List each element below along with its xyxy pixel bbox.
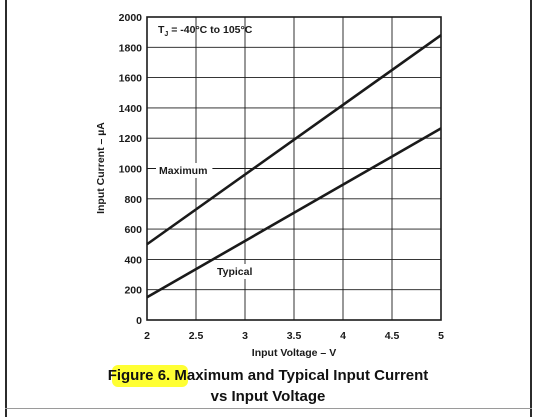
figure-title: Maximum and Typical Input Current xyxy=(170,367,429,384)
temperature-condition-label: TJ = -40°C to 105°C xyxy=(158,24,253,38)
series-label-bg-maximum xyxy=(156,163,213,178)
y-tick-label: 1800 xyxy=(119,42,143,54)
x-tick-label: 2.5 xyxy=(189,330,204,342)
y-tick-label: 1400 xyxy=(119,103,143,115)
page-border-bottom xyxy=(5,408,532,409)
series-label-typical: Typical xyxy=(217,266,252,278)
chart-ticks: 2 2.5 3 3.5 4 4.5 5 0 200 400 600 800 1000 1200 1400 16… xyxy=(119,12,444,342)
y-axis-label: Input Current – µA xyxy=(95,122,107,214)
series-line-typical xyxy=(146,127,442,299)
y-tick-label: 2000 xyxy=(119,12,143,24)
y-tick-label: 800 xyxy=(124,194,142,206)
y-tick-label: 400 xyxy=(124,254,142,266)
caption-highlight xyxy=(112,365,188,387)
y-tick-label: 1000 xyxy=(119,164,143,176)
y-tick-label: 0 xyxy=(136,315,142,327)
figure-caption-line1: Figure 6. Maximum and Typical Input Curr… xyxy=(0,367,536,384)
x-tick-label: 4.5 xyxy=(385,330,400,342)
page-border-right xyxy=(530,0,532,417)
series-line-maximum xyxy=(146,34,442,246)
x-tick-label: 2 xyxy=(144,330,150,342)
y-tick-label: 200 xyxy=(124,285,142,297)
y-tick-label: 600 xyxy=(124,224,142,236)
x-tick-label: 3.5 xyxy=(287,330,302,342)
x-axis-label: Input Voltage – V xyxy=(252,347,336,359)
figure-caption-line2: vs Input Voltage xyxy=(210,388,326,405)
page-border-left xyxy=(5,0,7,417)
series-label-bg-typical xyxy=(214,264,271,279)
x-tick-label: 4 xyxy=(340,330,346,342)
figure-number: Figure 6. xyxy=(107,367,171,384)
y-tick-label: 1600 xyxy=(119,73,143,85)
y-tick-label: 1200 xyxy=(119,133,143,145)
x-tick-label: 5 xyxy=(438,330,444,342)
series-label-maximum: Maximum xyxy=(159,165,207,177)
x-tick-label: 3 xyxy=(242,330,248,342)
chart-series: Maximum Typical xyxy=(146,34,442,299)
